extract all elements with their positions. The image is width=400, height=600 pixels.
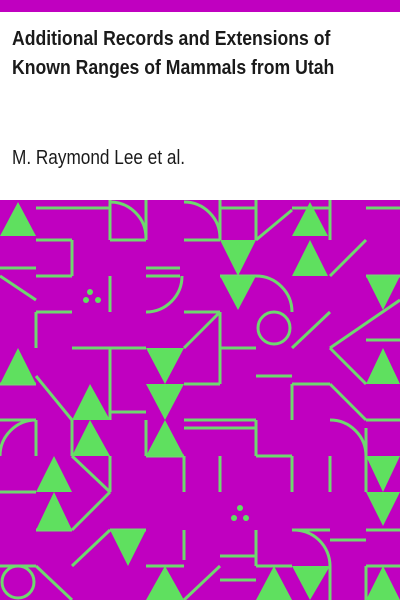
book-title: Additional Records and Extensions of Kno… — [12, 27, 335, 79]
accent-bar — [0, 0, 400, 12]
book-author: M. Raymond Lee et al. — [12, 147, 186, 169]
decorative-pattern — [0, 200, 400, 600]
